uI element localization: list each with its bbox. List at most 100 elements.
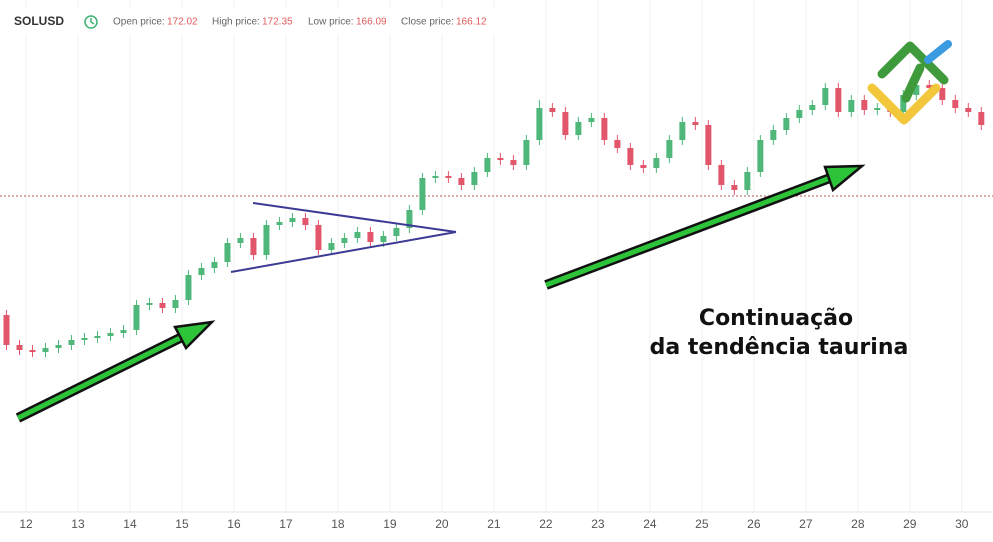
candle-body bbox=[653, 158, 660, 168]
candle-body bbox=[328, 243, 335, 250]
candle-body bbox=[315, 225, 322, 250]
candle-body bbox=[81, 338, 88, 340]
candle-body bbox=[900, 95, 907, 112]
candle-body bbox=[432, 176, 439, 178]
symbol: SOLUSD bbox=[14, 14, 64, 28]
candle-body bbox=[484, 158, 491, 172]
candle-body bbox=[172, 300, 179, 308]
candle-body bbox=[16, 345, 23, 350]
x-tick-label: 16 bbox=[227, 517, 241, 531]
candle-body bbox=[29, 350, 36, 352]
candle-body bbox=[627, 148, 634, 165]
candle-body bbox=[536, 108, 543, 140]
candle-body bbox=[107, 333, 114, 336]
x-tick-label: 22 bbox=[539, 517, 553, 531]
x-tick-label: 20 bbox=[435, 517, 449, 531]
candle-body bbox=[614, 140, 621, 148]
candle-body bbox=[445, 176, 452, 178]
field-label: Low price: bbox=[308, 17, 354, 28]
annotation: Continuação bbox=[699, 306, 853, 331]
candle-body bbox=[159, 303, 166, 308]
x-tick-label: 18 bbox=[331, 517, 345, 531]
candle-body bbox=[471, 172, 478, 185]
x-tick-label: 17 bbox=[279, 517, 293, 531]
candle-body bbox=[939, 88, 946, 100]
candle-body bbox=[237, 238, 244, 243]
grid bbox=[0, 0, 993, 512]
x-tick-label: 21 bbox=[487, 517, 501, 531]
candle-body bbox=[757, 140, 764, 172]
candle-body bbox=[250, 238, 257, 255]
field-value: 172.35 bbox=[262, 17, 293, 28]
candle-body bbox=[497, 158, 504, 160]
candle-body bbox=[796, 110, 803, 118]
candle-body bbox=[770, 130, 777, 140]
candles bbox=[3, 80, 985, 357]
candle-body bbox=[679, 122, 686, 140]
candle-body bbox=[302, 218, 309, 225]
candle-body bbox=[276, 222, 283, 225]
candle-body bbox=[861, 100, 868, 110]
x-tick-label: 26 bbox=[747, 517, 761, 531]
candle-body bbox=[42, 348, 49, 352]
x-tick-label: 24 bbox=[643, 517, 657, 531]
x-tick-label: 13 bbox=[71, 517, 85, 531]
candle-body bbox=[146, 303, 153, 305]
candle-body bbox=[380, 236, 387, 242]
candle-body bbox=[523, 140, 530, 165]
candle-body bbox=[809, 105, 816, 110]
x-tick-label: 28 bbox=[851, 517, 865, 531]
candle-body bbox=[965, 108, 972, 112]
candle-body bbox=[848, 100, 855, 112]
triangle-lower bbox=[230, 231, 457, 273]
candle-body bbox=[211, 262, 218, 268]
candle-body bbox=[913, 85, 920, 95]
candle-body bbox=[640, 165, 647, 168]
candle-body bbox=[822, 88, 829, 105]
x-tick-label: 12 bbox=[19, 517, 33, 531]
candle-body bbox=[575, 122, 582, 135]
candle-body bbox=[289, 218, 296, 222]
arrow bbox=[544, 164, 866, 290]
candle-body bbox=[549, 108, 556, 112]
candle-body bbox=[367, 232, 374, 242]
triangle-pattern bbox=[230, 202, 457, 273]
field-label: Close price: bbox=[401, 17, 454, 28]
candle-body bbox=[835, 88, 842, 112]
candle-body bbox=[354, 232, 361, 238]
field-label: Open price: bbox=[113, 17, 165, 28]
candle-body bbox=[198, 268, 205, 275]
x-tick-label: 23 bbox=[591, 517, 605, 531]
x-tick-label: 19 bbox=[383, 517, 397, 531]
candle-body bbox=[133, 305, 140, 330]
x-tick-label: 27 bbox=[799, 517, 813, 531]
candle-body bbox=[94, 336, 101, 338]
candle-body bbox=[68, 340, 75, 345]
x-tick-label: 30 bbox=[955, 517, 969, 531]
candle-body bbox=[185, 275, 192, 300]
candle-body bbox=[718, 165, 725, 185]
candle-body bbox=[692, 122, 699, 125]
triangle-upper bbox=[252, 202, 457, 233]
candle-body bbox=[783, 118, 790, 130]
candle-body bbox=[926, 85, 933, 88]
candle-body bbox=[731, 185, 738, 190]
field-label: High price: bbox=[212, 17, 260, 28]
candle-body bbox=[562, 112, 569, 135]
field-value: 166.12 bbox=[456, 17, 487, 28]
candle-body bbox=[393, 228, 400, 236]
candle-body bbox=[510, 160, 517, 165]
x-tick-label: 15 bbox=[175, 517, 189, 531]
field-value: 166.09 bbox=[356, 17, 387, 28]
x-tick-label: 25 bbox=[695, 517, 709, 531]
arrow bbox=[15, 320, 216, 423]
header: SOLUSD Open price: 172.02 High price: 172.3… bbox=[0, 8, 500, 36]
candle-body bbox=[978, 112, 985, 125]
logo bbox=[867, 40, 952, 125]
candle-body bbox=[263, 225, 270, 255]
candle-body bbox=[341, 238, 348, 243]
candle-body bbox=[874, 108, 881, 110]
candle-body bbox=[406, 210, 413, 228]
